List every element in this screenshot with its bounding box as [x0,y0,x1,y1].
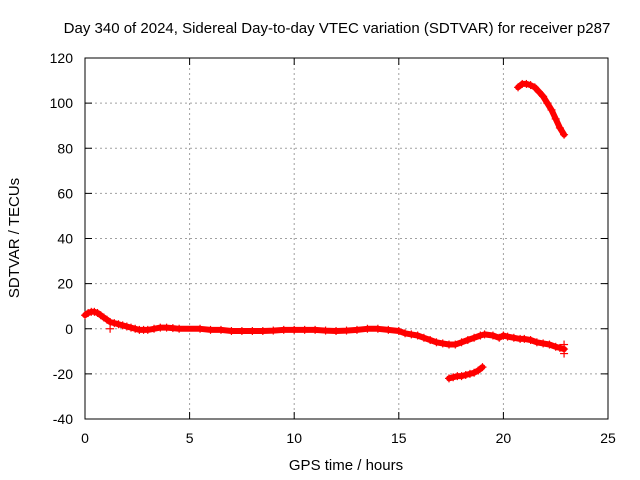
y-tick-label: 60 [57,185,73,201]
series-trace [446,364,486,382]
y-tick-label: -40 [53,411,73,427]
y-tick-label: 40 [57,231,73,247]
series-lower-segment [445,363,487,383]
x-tick-label: 5 [186,430,194,446]
x-tick-label: 0 [81,430,89,446]
x-tick-label: 25 [600,430,616,446]
x-axis-label: GPS time / hours [289,457,403,474]
series-main [81,307,569,354]
y-tick-label: 120 [50,50,74,66]
y-tick-label: 0 [65,321,73,337]
data-point [560,340,569,349]
series-trace [515,80,568,138]
grid [85,58,608,419]
x-tick-label: 15 [391,430,407,446]
series-trace [82,308,568,353]
y-tick-label: -20 [53,366,73,382]
data-point [560,349,569,358]
axis-ticks: 0 5 10 15 20 25 -40 -20 0 20 40 60 80 100 120 [50,50,616,446]
x-tick-label: 10 [286,430,302,446]
data-point [106,324,115,333]
chart-title: Day 340 of 2024, Sidereal Day-to-day VTE… [64,20,611,37]
y-tick-label: 20 [57,276,73,292]
data-points [81,79,569,383]
series-upper-segment [514,79,569,139]
y-axis-label: SDTVAR / TECUs [6,178,23,298]
y-tick-label: 80 [57,140,73,156]
y-tick-label: 100 [50,95,74,111]
x-tick-label: 20 [496,430,512,446]
